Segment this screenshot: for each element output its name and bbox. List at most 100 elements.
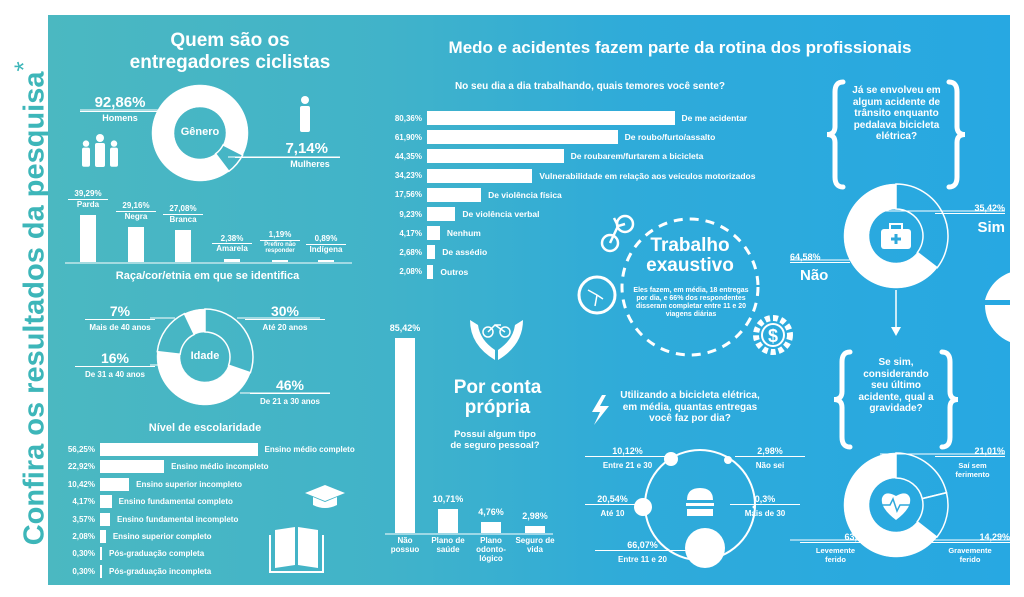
- hands-icon: [470, 320, 523, 360]
- fear-bar: [427, 111, 675, 125]
- severity-none-pct: 21,01%: [935, 446, 1005, 457]
- insurance-value-label: 4,76%: [478, 507, 504, 518]
- education-pct-label: 0,30%: [72, 566, 95, 576]
- race-value-label: 1,19%: [260, 230, 300, 241]
- fear-pct-label: 44,35%: [394, 151, 422, 161]
- graduation-cap-icon: [313, 497, 337, 508]
- education-category-label: Pós-graduação completa: [109, 549, 205, 559]
- accident-yes-pct: 35,42%: [935, 203, 1005, 214]
- people-icon: [82, 140, 90, 147]
- left-brace-icon: [833, 349, 853, 450]
- fear-pct-label: 4,17%: [399, 228, 422, 238]
- fear-bar: [427, 168, 533, 183]
- fears-question: No seu dia a dia trabalhando, quais temo…: [454, 81, 726, 92]
- education-row: 0,30% Pós-graduação incompleta: [55, 564, 212, 578]
- age-slice: [184, 308, 206, 335]
- women-pct: 7,14%: [235, 140, 340, 158]
- race-category-label: Branca: [169, 214, 197, 224]
- burger-icon: [687, 488, 713, 500]
- deliveries-point: [634, 498, 652, 516]
- graduation-cap-icon: [305, 485, 345, 501]
- insurance-value-label: 2,98%: [522, 511, 548, 522]
- first-aid-kit-icon: [891, 234, 901, 244]
- deliveries-value-label: 66,07%: [595, 540, 690, 551]
- book-icon: [269, 535, 324, 573]
- education-row: 4,17% Ensino fundamental completo: [55, 495, 233, 509]
- deliveries-point: [664, 452, 678, 466]
- deliveries-point: [685, 528, 725, 568]
- education-category-label: Pós-graduação incompleta: [109, 566, 212, 576]
- race-bar: [272, 260, 288, 262]
- deliveries-question: Utilizando a bicicleta elétrica, em médi…: [620, 390, 760, 424]
- education-bar: [100, 495, 112, 509]
- education-row: 3,57% Ensino fundamental incompleto: [55, 512, 239, 526]
- education-bar: [100, 564, 102, 578]
- severity-grave-pct: 14,29%: [930, 532, 1010, 543]
- heart-icon: [882, 497, 910, 513]
- education-pct-label: 3,57%: [72, 514, 95, 524]
- bicycle-icon: [600, 233, 620, 253]
- fear-category-label: De roubarem/furtarem a bicicleta: [570, 151, 704, 162]
- men-pct: 92,86%: [80, 94, 160, 112]
- fear-bar: [427, 130, 618, 145]
- education-pct-label: 4,17%: [72, 497, 95, 507]
- severity-slice: [895, 452, 948, 500]
- severity-grave-label: Gravemente ferido: [948, 546, 992, 564]
- race-category-label: Amarela: [216, 244, 248, 254]
- race-label: 39,29% Parda: [63, 189, 113, 210]
- alarm-clock-icon: [587, 289, 604, 307]
- accident-no-pct: 64,58%: [790, 252, 850, 263]
- race-bar: [80, 214, 96, 262]
- fear-bar: [427, 149, 564, 164]
- fear-category-label: De roubo/furto/assalto: [624, 132, 716, 143]
- bicycle-icon: [482, 326, 494, 338]
- education-bar: [100, 477, 130, 491]
- race-title: Raça/cor/etnia em que se identifica: [115, 270, 300, 282]
- right-brace-icon: [939, 349, 959, 450]
- bicycle-icon: [499, 326, 511, 338]
- education-category-label: Ensino médio incompleto: [171, 462, 269, 472]
- fear-category-label: De assédio: [442, 247, 488, 258]
- fear-category-label: De violência física: [488, 189, 562, 200]
- fear-row: 34,23% Vulnerabilidade em relação aos veí…: [380, 168, 755, 183]
- race-value-label: 0,89%: [306, 235, 346, 246]
- profile-title: Quem são os entregadores ciclistas: [129, 30, 331, 73]
- fear-pct-label: 34,23%: [394, 171, 422, 181]
- accident-slice: [895, 183, 949, 269]
- race-bar: [128, 227, 144, 262]
- fear-category-label: De violência verbal: [462, 209, 540, 219]
- book-icon: [275, 527, 318, 568]
- age-20-label: Até 20 anos: [262, 323, 308, 332]
- education-category-label: Ensino fundamental completo: [118, 497, 233, 507]
- deliveries-category-label: Não sei: [755, 461, 785, 470]
- education-category-label: Ensino fundamental incompleto: [116, 514, 239, 524]
- severity-light-label: Levemente ferido: [815, 546, 856, 564]
- fear-pct-label: 2,08%: [399, 267, 422, 277]
- fear-bar: [427, 226, 440, 241]
- exhaust-text: Eles fazem, em média, 18 entregas por di…: [633, 287, 749, 319]
- deliveries-value-label: 10,12%: [585, 446, 670, 457]
- fear-pct-label: 9,23%: [399, 209, 422, 219]
- deliveries-category-label: Entre 11 e 20: [618, 555, 667, 564]
- insurance-bar: [395, 338, 415, 533]
- deliveries-value-label: 0,3%: [730, 494, 800, 505]
- education-row: 0,30% Pós-graduação completa: [55, 547, 205, 561]
- fear-row: 4,17% Nenhum: [380, 226, 481, 241]
- men-label: Homens: [102, 113, 138, 123]
- age-40plus-pct: 7%: [85, 303, 155, 320]
- education-bar: [100, 443, 258, 456]
- fear-row: 2,68% De assédio: [380, 245, 488, 260]
- woman-icon: [300, 106, 310, 132]
- deliveries-category-label: Até 10: [600, 509, 625, 518]
- education-pct-label: 2,08%: [72, 532, 95, 541]
- race-category-label: Indígena: [309, 245, 343, 255]
- accident-question: Já se envolveu em algum acidente de trân…: [852, 85, 941, 142]
- fear-row: 80,36% De me acidentar: [380, 111, 747, 125]
- age-20-pct: 30%: [245, 303, 325, 320]
- insurance-value-label: 10,71%: [432, 493, 464, 504]
- race-category-label: Prefiro não responder: [264, 241, 296, 255]
- people-icon: [96, 134, 104, 142]
- education-title: Nível de escolaridade: [148, 422, 262, 434]
- gender-slice: [214, 143, 244, 173]
- fear-bar: [427, 264, 434, 279]
